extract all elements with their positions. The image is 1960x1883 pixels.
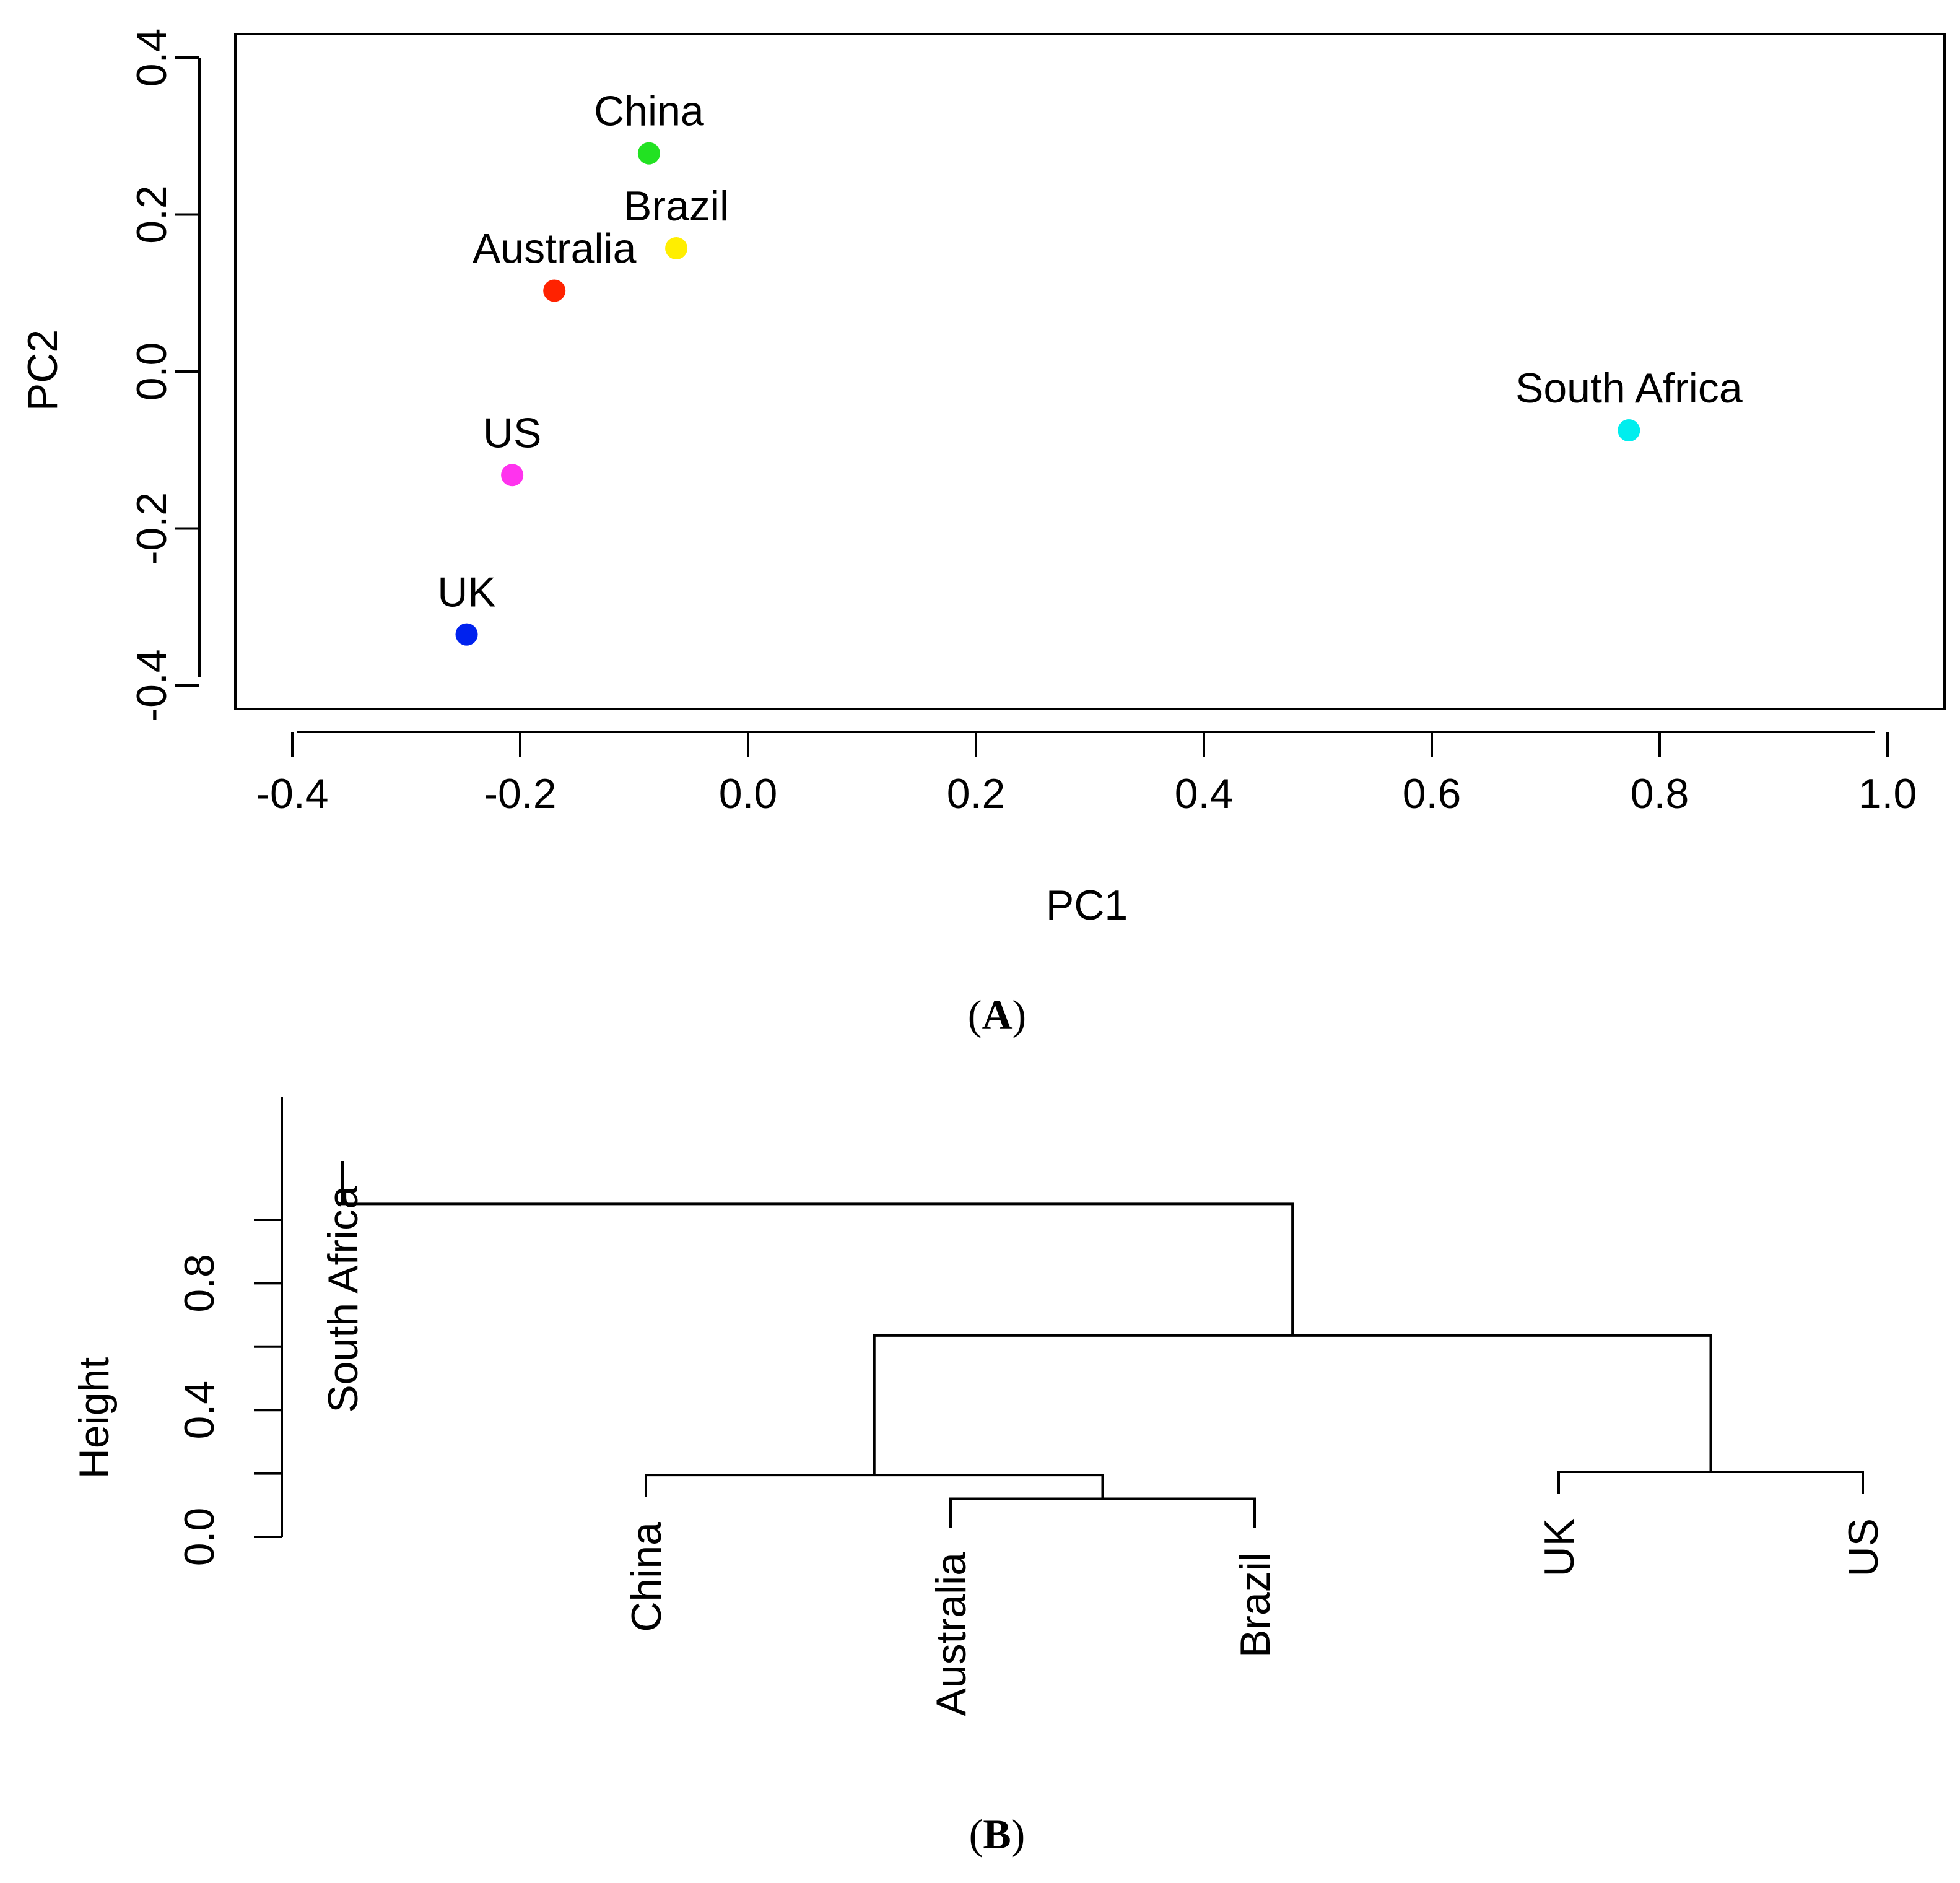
- height-tick-label: 0.8: [176, 1254, 223, 1313]
- point-label: UK: [437, 569, 495, 616]
- leaf-label-china: China: [623, 1522, 670, 1632]
- y-axis-title: PC2: [19, 329, 66, 411]
- panel-a-scatter: -0.4 -0.2 0.0 0.2 0.4 -0.4 -0.2 0.0 0.2 0.4 0.6 0.…: [19, 28, 1946, 1038]
- x-tick-label: 0.8: [1631, 770, 1689, 817]
- leaf-label-australia: Australia: [928, 1552, 975, 1716]
- y-tick-label: 0.4: [128, 28, 175, 87]
- x-tick-label: 0.4: [1175, 770, 1234, 817]
- point-brazil: [665, 237, 688, 260]
- x-tick-label: -0.2: [484, 770, 556, 817]
- point-label: Brazil: [624, 183, 729, 230]
- height-axis-title: Height: [71, 1357, 118, 1479]
- panel-b-dendrogram: 0.0 0.4 0.8 South Africa China Australia Braz…: [71, 1097, 1887, 1858]
- y-tick-label: 0.2: [128, 185, 175, 244]
- leaf-label-south-africa: South Africa: [320, 1186, 367, 1413]
- panel-label-a: (A): [968, 991, 1026, 1038]
- branch-main-cluster: [873, 1334, 1712, 1476]
- point-uk: [455, 623, 478, 646]
- branch-root: [341, 1161, 1294, 1336]
- y-tick-label: -0.4: [128, 649, 175, 721]
- x-axis-title: PC1: [1046, 882, 1128, 929]
- point-label: China: [594, 88, 704, 135]
- plot-frame: [234, 33, 1946, 710]
- point-australia: [543, 279, 566, 302]
- point-label: South Africa: [1515, 365, 1743, 412]
- height-tick-label: 0.0: [176, 1508, 223, 1567]
- branch-australia-brazil: [949, 1497, 1256, 1528]
- point-label: US: [483, 409, 541, 456]
- x-tick-label: -0.4: [256, 770, 328, 817]
- x-tick-label: 0.0: [719, 770, 778, 817]
- y-tick-label: -0.2: [128, 492, 175, 565]
- leaf-label-uk: UK: [1536, 1518, 1583, 1576]
- leaf-label-brazil: Brazil: [1232, 1552, 1279, 1658]
- point-china: [637, 142, 660, 165]
- panel-label-b: (B): [969, 1811, 1026, 1858]
- x-tick-label: 1.0: [1858, 770, 1917, 817]
- point-label: Australia: [473, 225, 637, 272]
- branch-china-australia-brazil: [645, 1474, 1104, 1499]
- branch-uk-us: [1557, 1471, 1864, 1494]
- x-tick-label: 0.2: [947, 770, 1006, 817]
- height-tick-label: 0.4: [176, 1381, 223, 1440]
- point-south-africa: [1618, 419, 1640, 442]
- x-tick-label: 0.6: [1403, 770, 1461, 817]
- leaf-label-us: US: [1840, 1518, 1887, 1576]
- point-us: [501, 464, 524, 487]
- y-tick-label: 0.0: [128, 342, 175, 401]
